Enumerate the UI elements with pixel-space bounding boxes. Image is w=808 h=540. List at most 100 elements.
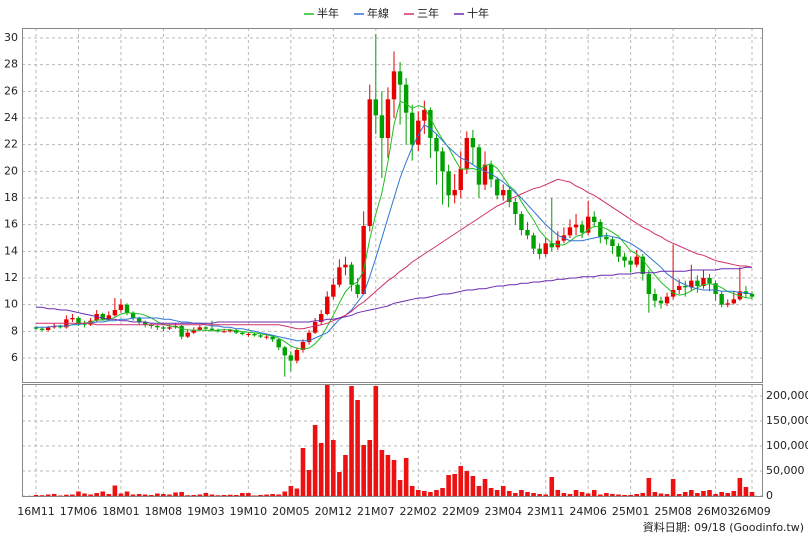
candle-body — [434, 138, 439, 152]
volume-bar — [476, 486, 482, 496]
candle-body — [45, 327, 51, 330]
candle-body — [501, 190, 506, 196]
volume-bar — [385, 455, 391, 496]
candle-body — [379, 115, 385, 138]
volume-bar — [142, 494, 148, 496]
x-tick-label: 16M11 — [17, 505, 55, 518]
candle-body — [737, 291, 743, 300]
candle-body — [325, 296, 330, 314]
volume-bar — [203, 493, 209, 496]
legend-label: 三年 — [417, 6, 439, 20]
volume-bar — [118, 493, 124, 496]
volume-bar — [221, 495, 227, 496]
x-tick-label: 23M11 — [527, 505, 565, 518]
volume-bar — [646, 478, 652, 496]
volume-bar — [191, 495, 197, 496]
volume-bar — [525, 492, 530, 496]
volume-bar — [343, 455, 348, 496]
candle-body — [240, 332, 245, 334]
candle-body — [282, 347, 287, 356]
candle-body — [76, 318, 81, 324]
volume-bar — [634, 494, 640, 496]
volume-bar — [155, 493, 160, 496]
candle-body — [179, 326, 184, 337]
volume-panel-frame — [22, 384, 763, 497]
candle-body — [94, 314, 99, 321]
legend-label: 十年 — [467, 6, 489, 20]
volume-bar — [555, 490, 561, 496]
volume-bar — [173, 492, 178, 496]
candle-body — [276, 339, 281, 348]
volume-bar — [446, 475, 451, 496]
volume-bar — [373, 386, 379, 496]
volume-bar — [482, 479, 488, 496]
volume-bar — [349, 386, 354, 496]
candle-body — [258, 335, 263, 337]
volume-bar — [324, 385, 330, 496]
candle-body — [634, 256, 639, 265]
volume-bar — [561, 493, 567, 496]
volume-bar — [331, 440, 336, 496]
x-tick-label: 19M03 — [187, 505, 225, 518]
volume-bar — [264, 494, 269, 496]
legend-label: 半年 — [317, 6, 339, 20]
volume-bar — [670, 479, 676, 496]
y-tick-label: 24 — [4, 111, 18, 124]
candle-body — [161, 327, 166, 329]
volume-bar — [391, 460, 397, 496]
candle-body — [543, 243, 548, 254]
volume-bar — [258, 495, 263, 496]
x-tick-label: 24M06 — [569, 505, 607, 518]
ma-line — [66, 100, 753, 350]
volume-bar — [106, 494, 112, 496]
y-tick-label: 8 — [11, 324, 18, 337]
ma-line — [36, 178, 753, 330]
volume-bar — [440, 488, 445, 496]
x-tick-label: 25M08 — [654, 505, 692, 518]
candle-body — [185, 332, 190, 337]
volume-bar — [500, 486, 506, 496]
candle-body — [100, 314, 105, 320]
candle-body — [410, 112, 415, 145]
x-tick-label: 25M01 — [612, 505, 650, 518]
candle-body — [695, 280, 700, 286]
volume-bar — [355, 400, 360, 496]
volume-bar — [585, 493, 591, 496]
volume-bar — [731, 491, 737, 496]
volume-bar — [470, 476, 476, 496]
candle-body — [422, 110, 427, 121]
candle-body — [367, 99, 372, 226]
volume-bar — [167, 494, 172, 496]
candle-body — [604, 236, 609, 240]
volume-bar — [743, 487, 749, 496]
volume-bar — [161, 494, 166, 496]
candle-body — [318, 314, 324, 322]
candle-body — [452, 190, 457, 196]
candle-body — [494, 179, 500, 196]
candle-body — [70, 318, 75, 320]
volume-bar — [719, 492, 724, 496]
candle-body — [349, 264, 354, 285]
volume-bar — [33, 495, 39, 496]
candle-body — [264, 336, 269, 338]
candle-body — [361, 226, 366, 294]
volume-bar — [695, 493, 700, 496]
candle-body — [337, 267, 342, 285]
volume-bar — [628, 495, 633, 496]
x-tick-label: 26M09 — [733, 505, 771, 518]
candle-body — [683, 286, 688, 288]
candle-body — [203, 327, 209, 329]
candle-body — [221, 331, 227, 333]
volume-bar — [640, 493, 646, 496]
volume-bar — [567, 494, 573, 496]
candle-body — [355, 284, 360, 294]
volume-bar — [415, 490, 421, 496]
volume-bar — [300, 448, 306, 496]
volume-bar — [39, 495, 45, 496]
candle-body — [640, 256, 645, 274]
volume-bar — [434, 490, 439, 496]
legend-label: 年線 — [367, 6, 389, 20]
volume-bar — [664, 494, 670, 496]
candle-body — [149, 324, 154, 326]
